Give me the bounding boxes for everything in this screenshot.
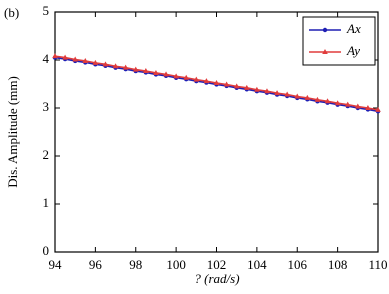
x-axis-label: ? (rad/s) bbox=[194, 271, 239, 286]
data-point bbox=[213, 80, 220, 86]
x-tick-label: 96 bbox=[89, 257, 103, 272]
data-point bbox=[294, 93, 301, 99]
data-point bbox=[304, 94, 311, 100]
data-point bbox=[334, 100, 341, 106]
data-point bbox=[173, 73, 179, 79]
legend-marker bbox=[322, 27, 328, 33]
data-point bbox=[344, 101, 351, 107]
data-point bbox=[284, 91, 290, 97]
x-tick-label: 100 bbox=[166, 257, 186, 272]
y-tick-label: 2 bbox=[43, 147, 50, 162]
data-point bbox=[102, 61, 109, 67]
x-tick-label: 104 bbox=[247, 257, 267, 272]
y-tick-label: 5 bbox=[43, 3, 50, 18]
y-tick-label: 3 bbox=[43, 99, 50, 114]
data-point bbox=[193, 76, 200, 82]
data-point bbox=[203, 78, 210, 84]
data-point bbox=[355, 103, 361, 109]
y-tick-label: 4 bbox=[43, 51, 50, 66]
x-tick-label: 102 bbox=[207, 257, 227, 272]
data-point bbox=[72, 56, 78, 62]
data-point bbox=[112, 63, 119, 69]
data-point bbox=[324, 98, 331, 104]
x-tick-label: 108 bbox=[328, 257, 348, 272]
data-point bbox=[233, 83, 240, 89]
data-point bbox=[183, 74, 190, 80]
legend-box bbox=[302, 16, 376, 66]
legend-label: Ay bbox=[346, 43, 360, 58]
data-point bbox=[153, 69, 159, 75]
x-tick-label: 106 bbox=[288, 257, 308, 272]
data-point bbox=[132, 66, 139, 72]
data-point bbox=[92, 59, 99, 65]
data-point bbox=[62, 54, 68, 60]
data-point bbox=[365, 105, 371, 110]
data-point bbox=[163, 71, 169, 77]
data-point bbox=[52, 53, 58, 59]
data-point bbox=[243, 84, 250, 90]
x-tick-label: 110 bbox=[368, 257, 387, 272]
data-point bbox=[223, 81, 230, 87]
data-point bbox=[122, 64, 129, 70]
legend-marker bbox=[322, 49, 328, 54]
data-point bbox=[254, 86, 260, 92]
y-tick-label: 0 bbox=[43, 243, 50, 258]
data-point bbox=[82, 57, 89, 63]
data-point bbox=[264, 88, 270, 94]
data-point bbox=[143, 68, 149, 74]
y-axis-label: Dis. Amplitude (mm) bbox=[5, 76, 20, 188]
x-tick-label: 98 bbox=[129, 257, 142, 272]
panel-label: (b) bbox=[4, 5, 19, 20]
data-point bbox=[314, 96, 321, 102]
y-tick-label: 1 bbox=[43, 195, 50, 210]
x-tick-label: 94 bbox=[49, 257, 63, 272]
legend-label: Ax bbox=[346, 21, 361, 36]
data-point bbox=[375, 106, 381, 112]
data-point bbox=[274, 90, 280, 96]
